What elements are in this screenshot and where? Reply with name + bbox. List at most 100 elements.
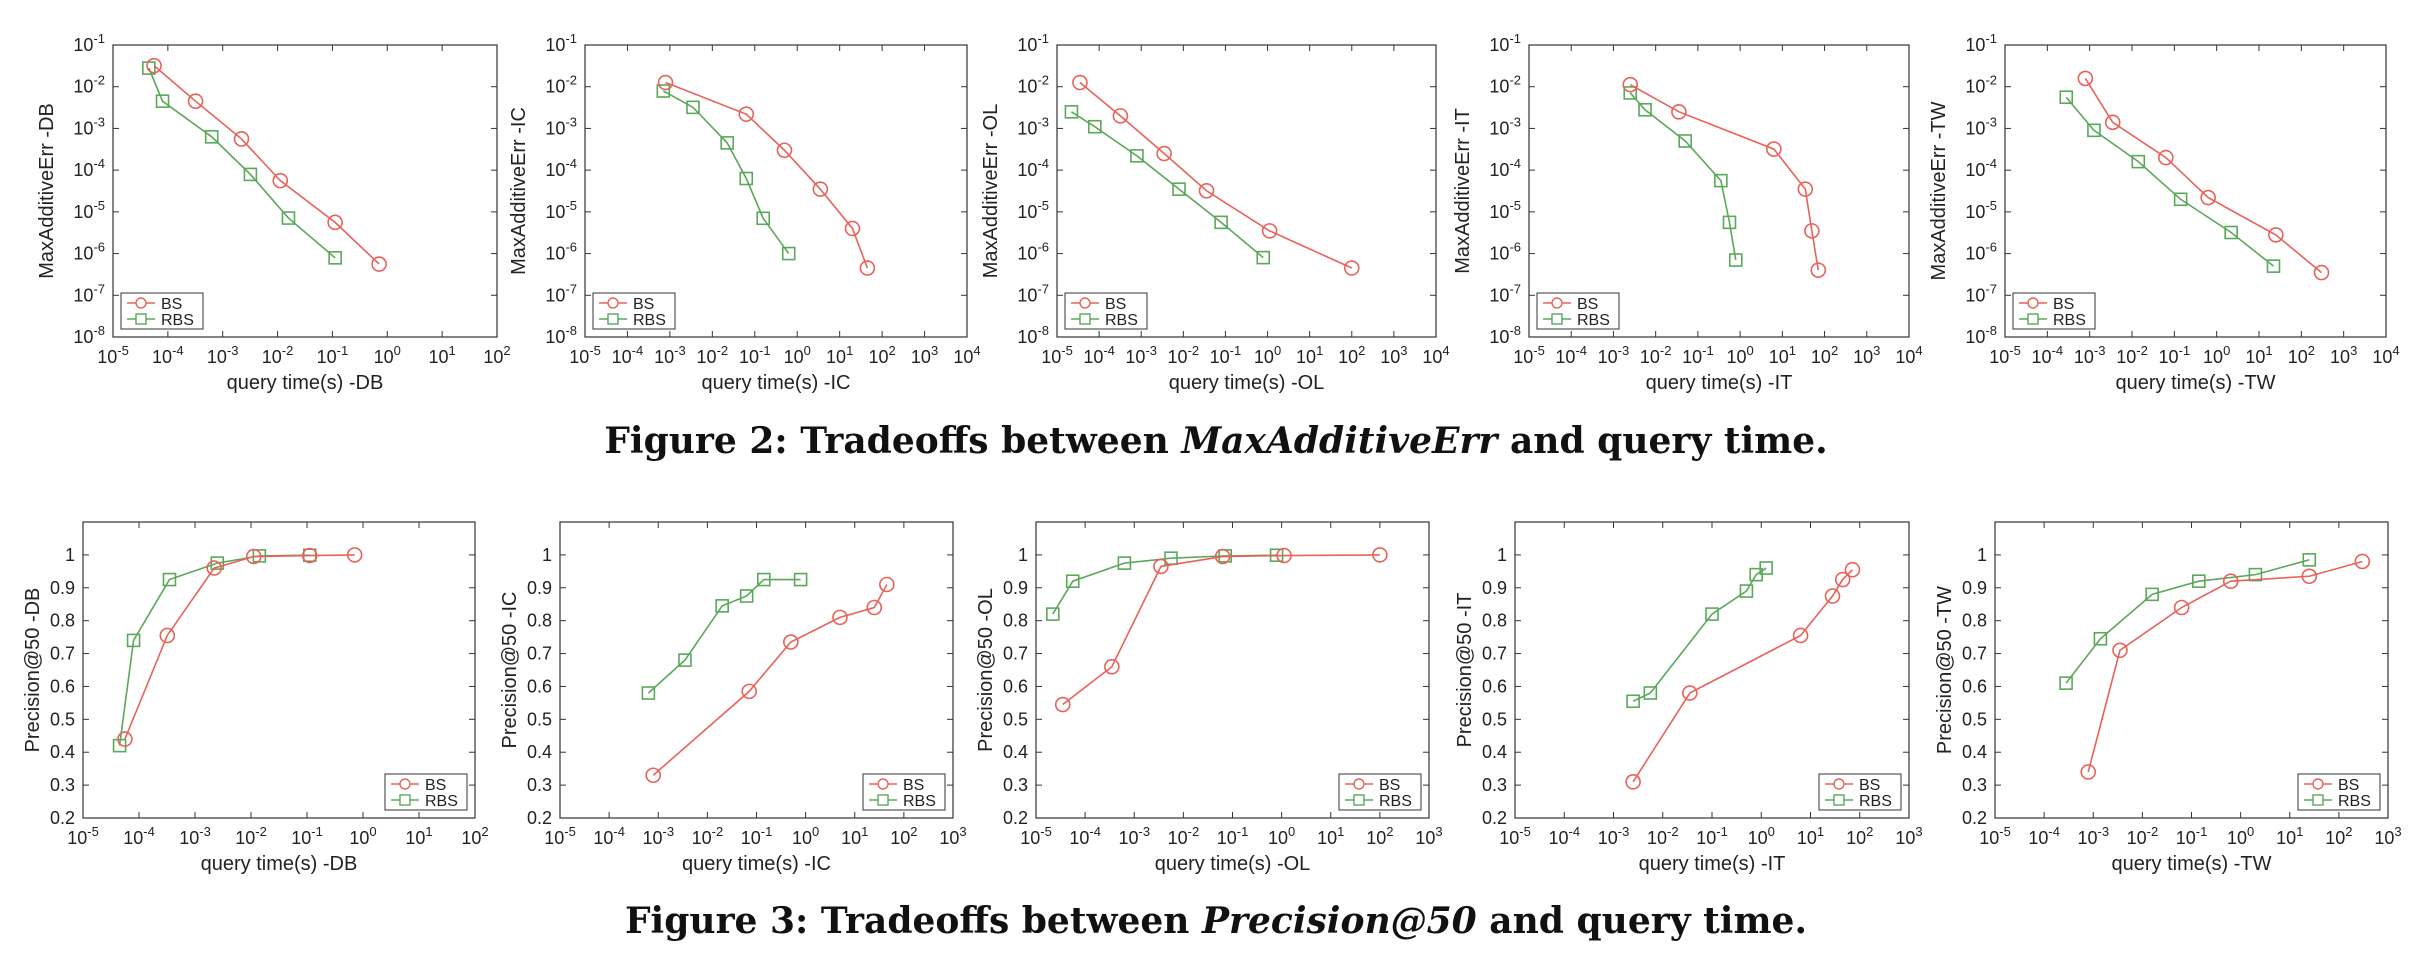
x-tick-label: 100 xyxy=(1254,343,1281,367)
series-line-rbs xyxy=(148,67,336,259)
legend-label: RBS xyxy=(1577,312,1610,329)
data-point-bs xyxy=(2112,642,2128,659)
series-line-bs xyxy=(1629,83,1820,271)
data-point-rbs xyxy=(1759,561,1773,575)
data-point-rbs xyxy=(715,599,729,613)
series-line-rbs xyxy=(2065,559,2310,684)
legend-label: RBS xyxy=(1105,312,1138,329)
data-point-rbs xyxy=(2266,259,2281,273)
y-tick-label: 0.8 xyxy=(50,611,75,631)
x-tick-label: 10-3 xyxy=(1598,824,1630,848)
x-tick-label: 10-3 xyxy=(642,824,674,848)
x-axis-label: query time(s) -DB xyxy=(201,853,358,875)
x-tick-label: 100 xyxy=(349,824,376,848)
x-tick-label: 10-5 xyxy=(1020,824,1052,848)
data-point-bs xyxy=(1844,561,1861,578)
series-line-bs xyxy=(2084,78,2323,274)
data-point-rbs xyxy=(1046,607,1060,621)
x-tick-label: 101 xyxy=(405,824,432,848)
x-tick-label: 100 xyxy=(792,824,819,848)
caption-metric: Precision@50 xyxy=(1201,900,1477,942)
x-tick-label: 103 xyxy=(1380,343,1407,367)
y-tick-label: 0.3 xyxy=(1482,775,1507,795)
y-tick-label: 1 xyxy=(65,545,75,565)
data-point-bs xyxy=(146,57,162,74)
data-point-bs xyxy=(245,548,262,565)
x-tick-label: 101 xyxy=(1317,824,1344,848)
y-tick-label: 10-8 xyxy=(545,323,577,347)
x-tick-label: 10-1 xyxy=(2176,824,2208,848)
y-tick-label: 10-7 xyxy=(1489,281,1521,305)
x-tick-label: 104 xyxy=(953,343,980,367)
legend-label: RBS xyxy=(2053,312,2086,329)
legend-label: RBS xyxy=(1859,793,1892,810)
data-point-rbs xyxy=(1214,215,1228,230)
chart-2: 10-5 10-4 10-3 10-2 10-1 100 101 102 103 10410-81… xyxy=(508,31,981,394)
y-tick-label: 0.6 xyxy=(50,676,75,696)
y-tick-label: 10-7 xyxy=(1017,281,1049,305)
y-axis-label: MaxAdditiveErr -IC xyxy=(508,107,530,275)
data-point-rbs xyxy=(2224,225,2238,240)
y-tick-label: 0.6 xyxy=(1962,676,1987,696)
y-tick-label: 0.3 xyxy=(527,775,552,795)
x-tick-label: 10-5 xyxy=(67,824,99,848)
data-point-bs xyxy=(2077,70,2094,87)
data-point-rbs xyxy=(281,211,296,225)
legend-box xyxy=(1818,773,1902,811)
x-tick-label: 102 xyxy=(483,343,510,367)
data-point-bs xyxy=(1625,774,1641,790)
data-point-rbs xyxy=(1714,173,1728,188)
x-tick-label: 103 xyxy=(939,824,966,848)
data-point-bs xyxy=(187,93,204,109)
data-point-bs xyxy=(371,256,387,272)
y-tick-label: 10-2 xyxy=(1489,73,1521,97)
y-tick-label: 10-2 xyxy=(73,73,105,97)
data-point-bs xyxy=(1156,145,1172,162)
y-tick-label: 1 xyxy=(542,545,552,565)
y-tick-label: 0.8 xyxy=(1003,611,1028,631)
data-point-bs xyxy=(859,260,876,276)
data-point-rbs xyxy=(793,572,808,587)
y-tick-label: 0.4 xyxy=(527,742,552,762)
data-point-bs xyxy=(832,609,848,626)
y-tick-label: 10-8 xyxy=(1017,323,1049,347)
caption-metric: MaxAdditiveErr xyxy=(1181,420,1498,462)
x-tick-label: 100 xyxy=(1748,824,1775,848)
series-line-rbs xyxy=(662,90,790,255)
x-tick-label: 10-1 xyxy=(317,343,349,367)
figure-2-caption: Figure 2: Tradeoffs between MaxAdditiveE… xyxy=(0,420,2432,462)
x-tick-label: 10-1 xyxy=(1682,343,1714,367)
caption-suffix: and query time. xyxy=(1497,420,1828,462)
legend-label: RBS xyxy=(161,312,194,329)
data-point-bs xyxy=(1214,548,1231,565)
y-tick-label: 0.7 xyxy=(527,644,552,664)
chart-6: 10-5 10-4 10-3 10-2 10-1 100 101 102 0.2 0.3 0.4 0.… xyxy=(22,521,489,875)
x-tick-label: 10-2 xyxy=(692,824,724,848)
data-point-rbs xyxy=(1705,607,1719,621)
chart-8: 10-5 10-4 10-3 10-2 10-1 100 101 102 103 0.2 0.3 0.… xyxy=(975,521,1443,875)
x-tick-label: 103 xyxy=(2330,343,2357,367)
y-tick-label: 10-1 xyxy=(73,31,105,55)
legend-box xyxy=(2012,292,2096,330)
y-tick-label: 0.5 xyxy=(1482,709,1507,729)
y-tick-label: 0.2 xyxy=(1003,808,1028,828)
legend-label: BS xyxy=(425,777,446,794)
x-tick-label: 104 xyxy=(1422,343,1449,367)
x-tick-label: 10-2 xyxy=(697,343,729,367)
x-tick-label: 102 xyxy=(890,824,917,848)
data-point-rbs xyxy=(739,171,754,186)
legend-label: BS xyxy=(903,777,924,794)
x-tick-label: 101 xyxy=(2276,824,2303,848)
x-tick-label: 10-3 xyxy=(2074,343,2106,367)
y-tick-label: 10-7 xyxy=(545,281,577,305)
y-tick-label: 0.9 xyxy=(1962,578,1987,598)
data-point-rbs xyxy=(739,589,754,603)
data-point-bs xyxy=(879,576,895,593)
legend-marker-circle xyxy=(135,297,147,309)
y-tick-label: 0.7 xyxy=(1482,644,1507,664)
data-point-rbs xyxy=(1623,86,1638,100)
data-point-rbs xyxy=(1643,686,1658,700)
legend-marker-circle xyxy=(1353,778,1365,790)
y-tick-label: 0.8 xyxy=(1962,611,1987,631)
